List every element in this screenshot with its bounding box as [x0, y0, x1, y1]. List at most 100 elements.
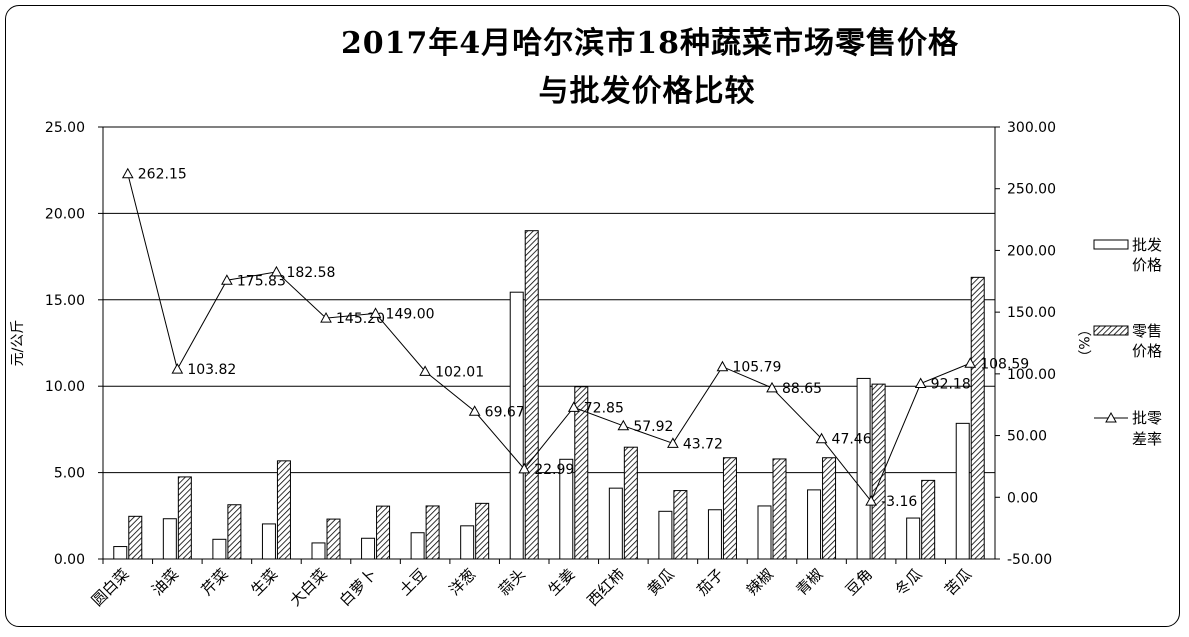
x-tick-label: 土豆 — [396, 565, 430, 599]
markup-rate-marker — [667, 437, 679, 448]
bar-wholesale — [807, 489, 822, 560]
chart-title-line-1: 2017年4月哈尔滨市18种蔬菜市场零售价格 — [340, 26, 960, 61]
y-right-axis-title: （%） — [1075, 322, 1091, 363]
y-left-tick-label: 15.00 — [45, 293, 85, 309]
bar-retail — [276, 460, 291, 560]
bar-wholesale — [113, 546, 128, 560]
y-right-tick-label: 0.00 — [1007, 490, 1038, 506]
bar-wholesale — [856, 377, 871, 560]
x-tick-label: 冬瓜 — [892, 565, 926, 599]
bar-wholesale — [212, 538, 227, 560]
markup-rate-marker — [320, 312, 332, 323]
x-tick-label: 大白菜 — [286, 565, 331, 610]
legend-swatch-retail — [1093, 325, 1129, 336]
data-label: 92.18 — [931, 377, 971, 393]
markup-rate-marker — [221, 274, 233, 285]
legend-label-retail-line1: 零售 — [1132, 322, 1162, 340]
bar-wholesale — [311, 542, 326, 560]
data-label: 103.82 — [187, 362, 236, 378]
bar-retail — [425, 505, 440, 560]
x-tick-label: 生姜 — [545, 565, 579, 599]
x-tick-label: 生菜 — [247, 565, 281, 599]
data-label: 47.46 — [832, 432, 872, 448]
bar-wholesale — [361, 537, 376, 560]
markup-rate-marker — [567, 401, 580, 412]
x-tick-label: 油菜 — [148, 565, 182, 599]
y-right-tick-label: 100.00 — [1007, 367, 1056, 383]
data-label: 175.83 — [237, 273, 286, 289]
x-tick-label: 蒜头 — [495, 565, 529, 599]
y-right-tick-label: -50.00 — [1007, 552, 1052, 568]
legend-label-wholesale-line2: 价格 — [1132, 256, 1162, 274]
bar-retail — [475, 502, 490, 560]
bar-retail — [722, 457, 737, 560]
y-left-tick-label: 0.00 — [54, 552, 85, 568]
bar-retail — [970, 276, 985, 560]
data-label: 149.00 — [386, 306, 435, 322]
bar-wholesale — [608, 487, 623, 560]
x-tick-label: 芹菜 — [198, 565, 232, 599]
markup-rate-marker — [766, 381, 778, 393]
legend-swatch-rate-marker — [1105, 411, 1117, 423]
bar-retail — [673, 490, 688, 560]
bar-retail — [772, 458, 787, 560]
legend-swatch-wholesale — [1093, 239, 1129, 250]
markup-rate-marker — [518, 462, 531, 474]
y-right-tick-label: 50.00 — [1007, 429, 1047, 445]
data-label: 69.67 — [485, 404, 525, 420]
bar-retail — [227, 504, 242, 560]
markup-rate-marker — [270, 265, 283, 277]
bar-retail — [524, 230, 539, 560]
x-tick-label: 苦瓜 — [941, 565, 975, 599]
legend-label-retail-line2: 价格 — [1132, 342, 1162, 360]
bar-wholesale — [410, 532, 425, 560]
bar-wholesale — [658, 510, 673, 560]
y-left-tick-label: 5.00 — [54, 466, 85, 482]
markup-rate-marker — [815, 432, 828, 444]
x-tick-label: 洋葱 — [446, 565, 480, 599]
data-label: 22.99 — [534, 462, 574, 478]
y-right-tick-label: 200.00 — [1007, 243, 1056, 259]
bar-wholesale — [261, 523, 276, 560]
markup-rate-marker — [468, 405, 481, 416]
markup-rate-marker — [617, 419, 630, 431]
x-tick-label: 辣椒 — [743, 565, 777, 599]
markup-rate-marker — [716, 360, 729, 372]
bar-retail — [822, 457, 837, 560]
y-right-tick-label: 300.00 — [1007, 120, 1056, 136]
data-label: 105.79 — [732, 360, 781, 376]
markup-rate-marker — [369, 307, 382, 318]
legend-label-rate-line2: 差率 — [1132, 430, 1162, 448]
chart-title-line-2: 与批发价格比较 — [538, 74, 756, 109]
x-tick-label: 豆角 — [842, 565, 876, 599]
x-tick-label: 西红柿 — [584, 565, 629, 610]
y-left-tick-label: 10.00 — [45, 379, 85, 395]
y-left-tick-label: 20.00 — [45, 206, 85, 222]
bar-wholesale — [509, 291, 524, 560]
x-tick-label: 黄瓜 — [644, 565, 678, 599]
y-right-tick-label: 250.00 — [1007, 182, 1056, 198]
data-label: 43.72 — [683, 436, 723, 452]
data-label: 57.92 — [633, 419, 673, 435]
bar-retail — [623, 446, 638, 560]
y-left-tick-label: 25.00 — [45, 120, 85, 136]
bar-wholesale — [707, 509, 722, 560]
data-label: 88.65 — [782, 381, 822, 397]
bar-wholesale — [460, 525, 475, 560]
x-tick-label: 青椒 — [792, 565, 826, 599]
bar-wholesale — [906, 517, 921, 560]
data-label: 72.85 — [584, 400, 624, 416]
markup-rate-marker — [121, 167, 134, 179]
markup-rate-marker — [419, 365, 431, 376]
bar-wholesale — [162, 518, 177, 560]
data-label: 108.59 — [980, 356, 1029, 372]
bar-wholesale — [757, 505, 772, 560]
data-label: 102.01 — [435, 364, 484, 380]
markup-rate-marker — [865, 495, 877, 506]
bar-retail — [376, 505, 391, 560]
y-right-tick-label: 150.00 — [1007, 305, 1056, 321]
